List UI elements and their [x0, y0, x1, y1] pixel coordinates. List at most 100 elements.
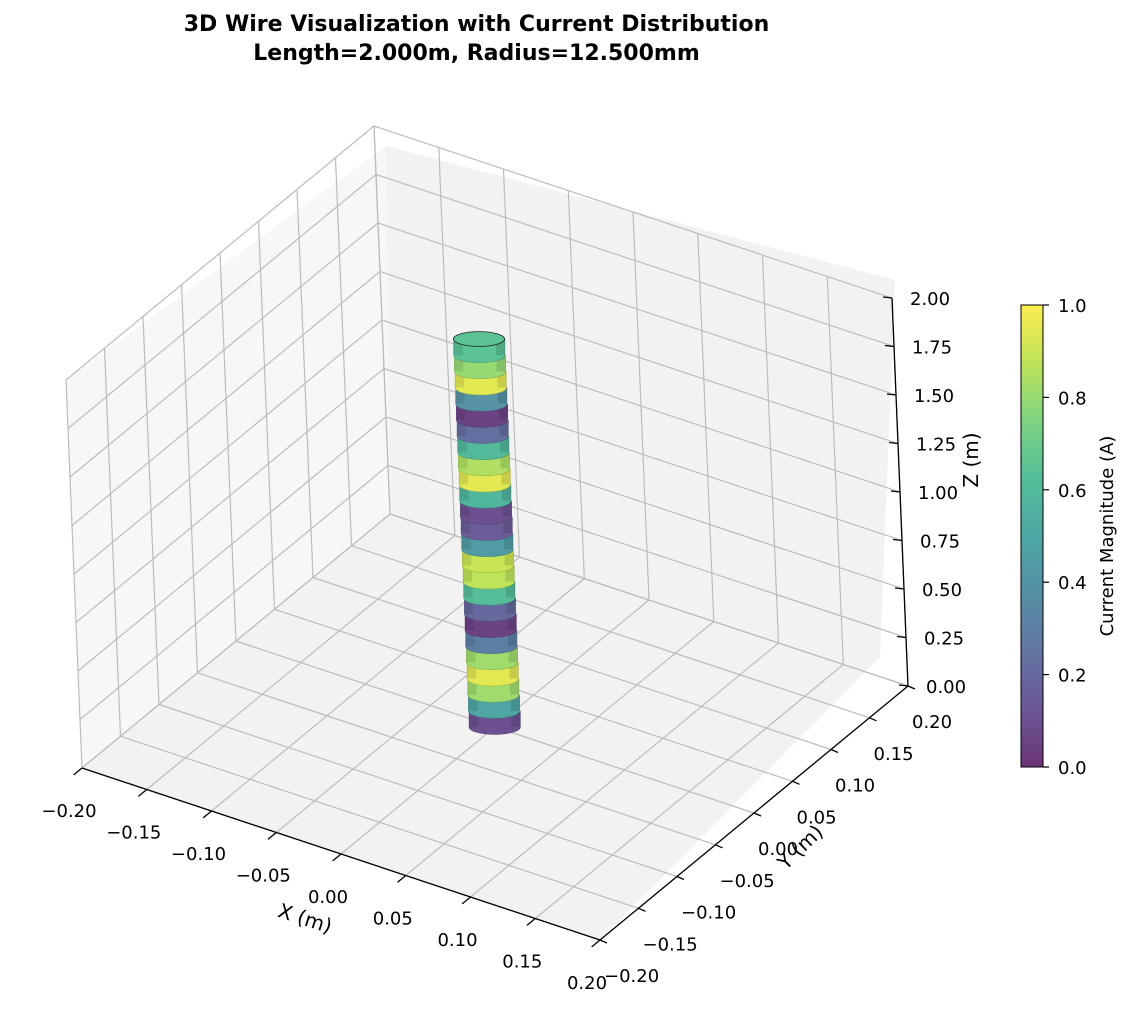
z-tick-mark [894, 587, 905, 590]
y-tick-mark [676, 875, 685, 881]
z-tick-mark [896, 635, 907, 639]
axis-lines [73, 296, 916, 948]
grid-line-z-back [377, 222, 897, 396]
wire-segment-shade [504, 533, 513, 550]
z-tick-label: 0.75 [920, 532, 960, 553]
wire-segment-shade [509, 662, 519, 679]
wire-segment-shade [458, 452, 468, 469]
wire-segment-shade [506, 581, 515, 598]
wire-segment-shade [506, 597, 516, 614]
wire-segment-shade [457, 436, 467, 453]
x-tick-label: −0.20 [41, 801, 96, 822]
x-tick-label: −0.10 [171, 844, 226, 865]
grid-line-z-left [69, 222, 379, 478]
colorbar-tick-label: 0.4 [1058, 573, 1087, 594]
wire-segment-shade [465, 630, 475, 647]
wire-segment-shade [459, 484, 469, 501]
x-tick-label: 0.15 [502, 952, 542, 973]
wire-segment-shade [510, 678, 519, 695]
wire-segment-shade [496, 339, 505, 356]
x-tick-label: 0.20 [567, 973, 607, 994]
y-tick-mark [907, 685, 916, 690]
z-tick-label: 0.00 [926, 677, 966, 698]
grid-lines [65, 125, 909, 941]
wire-segment-shade [500, 452, 510, 469]
x-tick-label: 0.00 [308, 887, 348, 908]
wire-segment-shade [502, 484, 511, 501]
tick-labels: −0.20 −0.15 −0.10 −0.05 0.00 0.05 0.10 0.15 0.20… [41, 289, 966, 994]
z-tick-mark [888, 441, 899, 445]
y-tick-label: −0.20 [604, 966, 659, 987]
wire-segment-shade [459, 468, 469, 485]
wire-segment-shade [454, 355, 464, 372]
x-tick-mark [202, 810, 212, 819]
wire-segment-shade [460, 500, 470, 517]
y-tick-label: −0.05 [720, 871, 775, 892]
x-tick-mark [591, 939, 601, 948]
colorbar-ticks: 0.0 0.2 0.4 0.6 0.8 1.0 [1043, 296, 1087, 779]
colorbar-tick-label: 0.2 [1058, 666, 1087, 687]
colorbar-tick-label: 0.0 [1058, 758, 1087, 779]
colorbar: 0.0 0.2 0.4 0.6 0.8 1.0 Current Magnitude (A) [1020, 296, 1118, 779]
grid-line-y-floor [312, 576, 832, 751]
z-tick-label: 1.00 [918, 483, 958, 504]
wire-segment-shade [503, 516, 513, 533]
wire-segment-shade [463, 581, 473, 598]
wire-segment-shade [457, 419, 467, 436]
colorbar-label: Current Magnitude (A) [1097, 436, 1118, 637]
x-tick-mark [461, 896, 471, 905]
grid-line-y-floor [274, 608, 793, 782]
y-tick-mark [638, 907, 646, 912]
wire-segment-shade [468, 694, 478, 711]
x-tick-mark [332, 853, 342, 862]
wire-segment-shade [500, 436, 509, 453]
x-tick-mark [137, 788, 148, 797]
y-tick-label: 0.05 [797, 807, 837, 828]
colorbar-frame [1020, 304, 1044, 768]
y-tick-mark [753, 812, 762, 817]
wire-segment-shade [462, 549, 472, 566]
grid-line-y-floor [197, 672, 716, 846]
chart-title: 3D Wire Visualization with Current Distr… [183, 12, 770, 37]
y-tick-label: 0.15 [874, 744, 914, 765]
z-tick-mark [890, 490, 901, 493]
wire-segment-shade [511, 710, 521, 727]
chart-subtitle: Length=2.000m, Radius=12.500mm [253, 41, 700, 66]
z-tick-mark [882, 296, 893, 299]
wire-segment-shade [507, 613, 517, 630]
grid-line-z-left [73, 319, 383, 575]
wire-segment-shade [461, 533, 471, 550]
y-tick-mark [792, 780, 800, 785]
colorbar-tick-label: 0.6 [1058, 481, 1087, 502]
z-tick-label: 0.50 [922, 580, 962, 601]
z-tick-label: 2.00 [910, 289, 950, 310]
wire-segment-shade [455, 371, 465, 388]
z-tick-mark [898, 684, 909, 687]
wire-segment-shade [499, 419, 509, 436]
z-tick-mark [884, 344, 895, 348]
y-tick-mark [599, 939, 608, 944]
colorbar-tick-label: 1.0 [1058, 296, 1087, 317]
grid-line-z-left [65, 125, 375, 381]
y-tick-label: −0.15 [643, 934, 698, 955]
wire-segment-shade [455, 387, 465, 404]
wire-segment-shade [510, 694, 520, 711]
z-axis-label: Z (m) [959, 432, 983, 487]
wire-segment-shade [461, 516, 471, 533]
z-tick-mark [892, 538, 903, 542]
wire-segment-shade [456, 403, 466, 420]
wire-segment-shade [469, 710, 479, 727]
grid-line-z-left [79, 465, 389, 720]
z-tick-label: 0.25 [924, 629, 964, 650]
grid-line-y-floor [120, 735, 639, 909]
grid-line-z-back [379, 270, 899, 445]
wire-segment-shade [467, 678, 477, 695]
colorbar-gradient [1021, 305, 1043, 767]
colorbar-tick-label: 0.8 [1058, 388, 1087, 409]
wire-segment-shade [497, 371, 507, 388]
x-tick-label: −0.15 [106, 823, 161, 844]
wire-segment-shade [504, 549, 514, 566]
grid-line-y-floor [351, 545, 870, 719]
z-tick-label: 1.50 [914, 386, 954, 407]
